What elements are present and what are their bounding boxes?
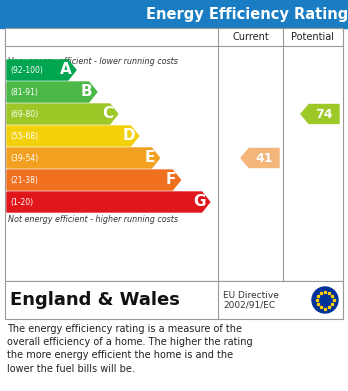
Text: England & Wales: England & Wales <box>10 291 180 309</box>
Text: Very energy efficient - lower running costs: Very energy efficient - lower running co… <box>8 57 178 66</box>
Polygon shape <box>241 149 279 167</box>
Bar <box>5 28 343 46</box>
Polygon shape <box>7 148 160 168</box>
Bar <box>0 0 348 28</box>
Polygon shape <box>7 170 181 190</box>
Text: C: C <box>102 106 113 122</box>
Polygon shape <box>7 104 118 124</box>
Text: 74: 74 <box>315 108 333 120</box>
Polygon shape <box>301 104 339 124</box>
Text: EU Directive: EU Directive <box>223 291 279 300</box>
Text: E: E <box>144 151 155 165</box>
Text: Potential: Potential <box>292 32 334 42</box>
Text: B: B <box>81 84 93 99</box>
Bar <box>5 281 343 319</box>
Text: 2002/91/EC: 2002/91/EC <box>223 301 275 310</box>
Polygon shape <box>7 126 139 146</box>
Text: (39-54): (39-54) <box>10 154 38 163</box>
Text: 41: 41 <box>255 151 273 165</box>
Text: A: A <box>60 63 72 77</box>
Text: (81-91): (81-91) <box>10 88 38 97</box>
Text: (92-100): (92-100) <box>10 66 43 75</box>
Text: Current: Current <box>232 32 269 42</box>
Text: (21-38): (21-38) <box>10 176 38 185</box>
Text: The energy efficiency rating is a measure of the
overall efficiency of a home. T: The energy efficiency rating is a measur… <box>7 324 253 373</box>
Circle shape <box>312 287 338 313</box>
Bar <box>5 28 343 281</box>
Text: (1-20): (1-20) <box>10 197 33 206</box>
Polygon shape <box>7 82 97 102</box>
Text: F: F <box>165 172 176 188</box>
Text: Not energy efficient - higher running costs: Not energy efficient - higher running co… <box>8 215 178 224</box>
Text: (55-68): (55-68) <box>10 131 38 140</box>
Text: G: G <box>193 194 206 210</box>
Text: (69-80): (69-80) <box>10 109 38 118</box>
Text: D: D <box>122 129 135 143</box>
Text: Energy Efficiency Rating: Energy Efficiency Rating <box>146 7 348 22</box>
Polygon shape <box>7 192 210 212</box>
Polygon shape <box>7 60 76 80</box>
